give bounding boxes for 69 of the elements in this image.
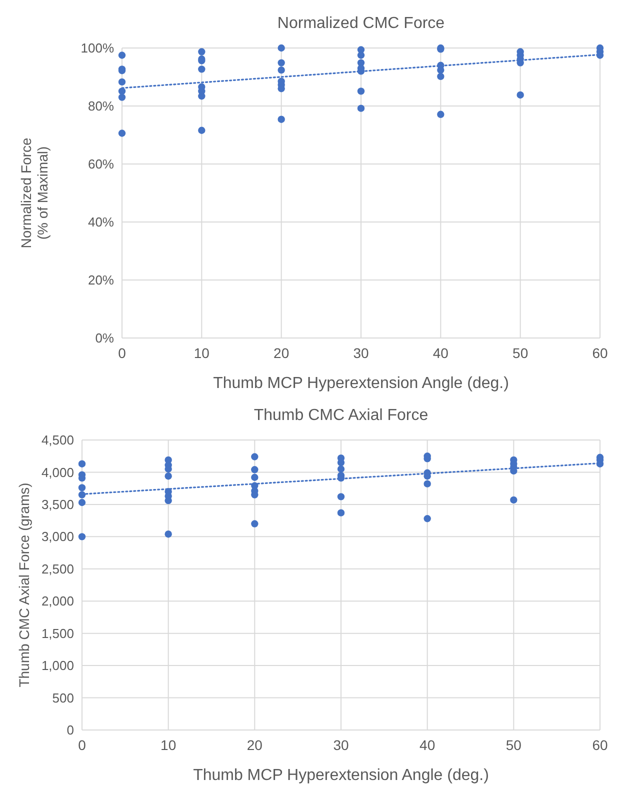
point xyxy=(78,498,86,506)
y-tick-label: 20% xyxy=(88,272,114,288)
chart-title: Thumb CMC Axial Force xyxy=(254,407,428,424)
point xyxy=(357,88,365,95)
x-tick-label: 50 xyxy=(506,737,522,753)
y-tick-label: 2,500 xyxy=(41,561,74,576)
x-tick-label: 30 xyxy=(353,345,369,361)
point xyxy=(437,72,444,80)
point xyxy=(78,460,86,468)
y-tick-label: 2,000 xyxy=(41,594,74,609)
point xyxy=(251,474,258,481)
y-tick-label: 60% xyxy=(88,156,114,172)
x-tick-label: 20 xyxy=(274,345,290,361)
y-axis-title: Thumb CMC Axial Force (grams) xyxy=(16,482,32,688)
x-tick-label: 10 xyxy=(194,345,210,361)
x-tick-label: 50 xyxy=(512,345,528,361)
y-tick-label: 100% xyxy=(80,40,114,56)
x-tick-label: 10 xyxy=(160,737,176,753)
point xyxy=(278,44,285,52)
x-tick-label: 40 xyxy=(432,345,449,361)
point xyxy=(510,496,518,504)
point xyxy=(118,130,126,137)
y-tick-label: 1,000 xyxy=(41,658,74,674)
point xyxy=(198,66,206,73)
y-tick-label: 4,500 xyxy=(41,432,74,448)
point xyxy=(278,116,285,123)
point xyxy=(437,110,444,118)
point xyxy=(357,104,365,112)
point xyxy=(164,472,172,480)
point xyxy=(118,94,126,101)
y-tick-label: 0 xyxy=(66,722,74,738)
point xyxy=(251,466,258,474)
point xyxy=(278,66,285,74)
point xyxy=(278,59,285,66)
point xyxy=(337,465,345,473)
x-tick-label: 40 xyxy=(420,737,436,753)
y-axis-title: Normalized Force (% of Maximal) xyxy=(18,138,51,248)
point xyxy=(251,453,258,460)
point xyxy=(516,91,524,99)
x-axis-title: Thumb MCP Hyperextension Angle (deg.) xyxy=(213,375,509,392)
y-tick-label: 0% xyxy=(95,330,114,346)
chart-title: Normalized CMC Force xyxy=(277,15,445,32)
point xyxy=(118,78,126,86)
y-tick-label: 80% xyxy=(88,98,114,114)
y-tick-label: 3,500 xyxy=(41,496,74,512)
y-tick-label: 500 xyxy=(52,690,74,706)
x-tick-label: 30 xyxy=(333,737,349,753)
point xyxy=(164,530,172,538)
point xyxy=(118,52,126,59)
x-tick-label: 20 xyxy=(246,737,263,753)
point xyxy=(251,520,258,528)
x-axis-title: Thumb MCP Hyperextension Angle (deg.) xyxy=(193,767,489,784)
point xyxy=(424,515,431,522)
point xyxy=(357,52,365,59)
x-tick-label: 60 xyxy=(592,345,608,361)
point xyxy=(78,484,86,492)
point xyxy=(198,92,206,100)
point xyxy=(198,126,206,134)
point xyxy=(78,533,86,540)
point xyxy=(198,48,206,56)
y-tick-label: 3,000 xyxy=(41,529,74,544)
point xyxy=(337,509,345,516)
x-tick-label: 60 xyxy=(592,737,608,753)
point xyxy=(337,493,345,500)
point xyxy=(424,480,431,488)
y-tick-label: 4,000 xyxy=(41,464,74,480)
y-tick-label: 1,500 xyxy=(41,626,74,641)
x-tick-label: 0 xyxy=(118,345,126,361)
y-tick-label: 40% xyxy=(88,214,114,230)
